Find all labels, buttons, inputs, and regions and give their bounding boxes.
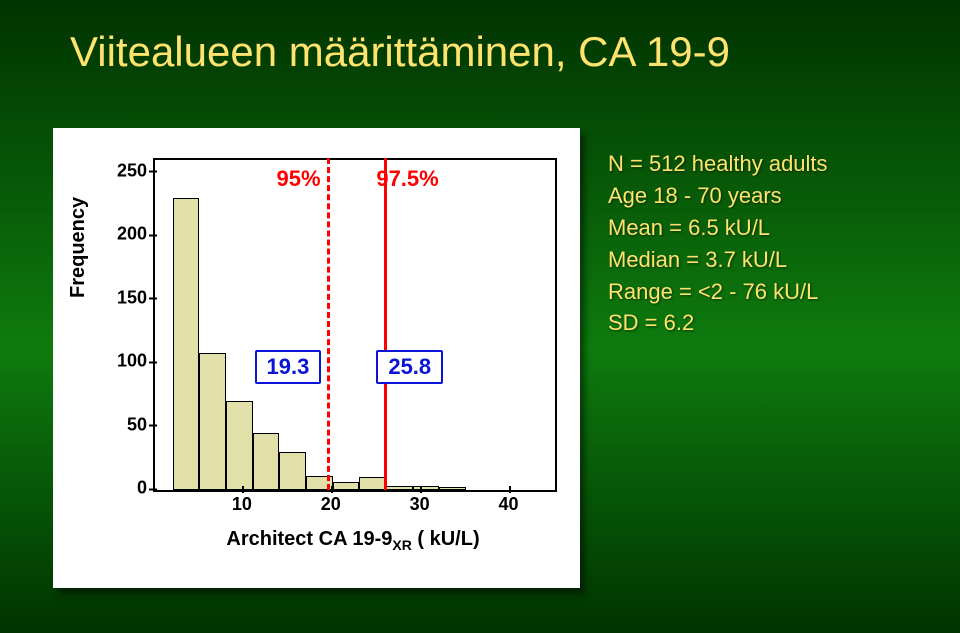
histogram-bar xyxy=(173,198,200,490)
y-tick: 250 xyxy=(103,160,147,181)
x-tick: 40 xyxy=(489,494,529,515)
x-tick: 20 xyxy=(311,494,351,515)
chart-panel: Frequency 95% 97.5% Architect CA 19-9XR (… xyxy=(53,128,580,588)
reference-line xyxy=(327,158,330,490)
page-title: Viitealueen määrittäminen, CA 19-9 xyxy=(70,28,730,76)
histogram-bar xyxy=(413,486,440,490)
reference-value-box: 25.8 xyxy=(376,350,443,384)
stat-line: Range = <2 - 76 kU/L xyxy=(608,276,828,308)
stat-line: Age 18 - 70 years xyxy=(608,180,828,212)
stat-line: Median = 3.7 kU/L xyxy=(608,244,828,276)
x-axis-label: Architect CA 19-9XR ( kU/L) xyxy=(153,528,553,553)
percentile-label: 95% xyxy=(277,166,321,192)
histogram-bar xyxy=(333,482,360,490)
stat-line: SD = 6.2 xyxy=(608,307,828,339)
y-tick: 200 xyxy=(103,224,147,245)
y-tick: 100 xyxy=(103,351,147,372)
plot-area: 95% 97.5% xyxy=(153,158,557,492)
histogram-bar xyxy=(253,433,280,490)
slide: Viitealueen määrittäminen, CA 19-9 Frequ… xyxy=(0,0,960,633)
percentile-label: 97.5% xyxy=(376,166,438,192)
stat-line: N = 512 healthy adults xyxy=(608,148,828,180)
stat-line: Mean = 6.5 kU/L xyxy=(608,212,828,244)
y-tick: 150 xyxy=(103,287,147,308)
reference-value-box: 19.3 xyxy=(255,350,322,384)
histogram-bar xyxy=(226,401,253,490)
y-tick: 50 xyxy=(103,414,147,435)
histogram-bar xyxy=(359,477,386,490)
reference-line xyxy=(384,158,387,490)
histogram-bar xyxy=(279,452,306,490)
y-axis-label: Frequency xyxy=(67,197,90,298)
histogram-bar xyxy=(386,486,413,490)
histogram-bar xyxy=(199,353,226,490)
y-tick: 0 xyxy=(103,478,147,499)
histogram-bar xyxy=(439,487,466,490)
x-tick: 30 xyxy=(400,494,440,515)
stats-block: N = 512 healthy adultsAge 18 - 70 yearsM… xyxy=(608,148,828,339)
x-tick: 10 xyxy=(222,494,262,515)
